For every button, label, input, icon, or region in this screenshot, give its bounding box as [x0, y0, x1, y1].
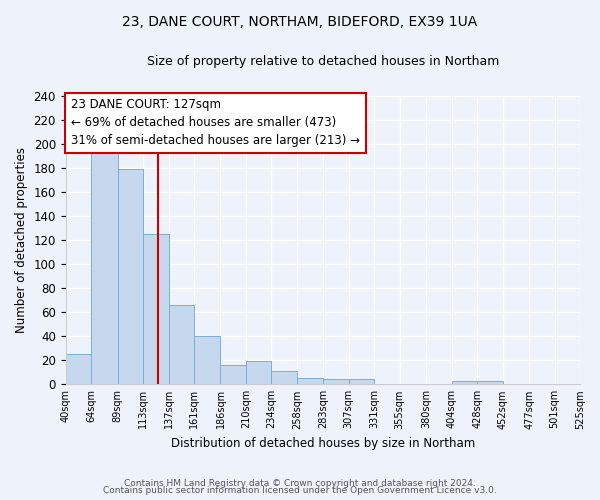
- Bar: [452, 380, 477, 384]
- Text: 23 DANE COURT: 127sqm
← 69% of detached houses are smaller (473)
31% of semi-det: 23 DANE COURT: 127sqm ← 69% of detached …: [71, 98, 360, 148]
- Title: Size of property relative to detached houses in Northam: Size of property relative to detached ho…: [146, 55, 499, 68]
- Text: Contains HM Land Registry data © Crown copyright and database right 2024.: Contains HM Land Registry data © Crown c…: [124, 478, 476, 488]
- Y-axis label: Number of detached properties: Number of detached properties: [15, 147, 28, 333]
- Bar: [323, 380, 349, 384]
- Bar: [118, 169, 143, 384]
- Bar: [220, 365, 246, 384]
- X-axis label: Distribution of detached houses by size in Northam: Distribution of detached houses by size …: [171, 437, 475, 450]
- Bar: [271, 371, 297, 384]
- Bar: [65, 354, 91, 384]
- Bar: [297, 378, 323, 384]
- Bar: [91, 151, 118, 384]
- Bar: [194, 336, 220, 384]
- Text: Contains public sector information licensed under the Open Government Licence v3: Contains public sector information licen…: [103, 486, 497, 495]
- Bar: [477, 380, 503, 384]
- Bar: [349, 380, 374, 384]
- Bar: [169, 305, 194, 384]
- Text: 23, DANE COURT, NORTHAM, BIDEFORD, EX39 1UA: 23, DANE COURT, NORTHAM, BIDEFORD, EX39 …: [122, 15, 478, 29]
- Bar: [246, 362, 271, 384]
- Bar: [143, 234, 169, 384]
